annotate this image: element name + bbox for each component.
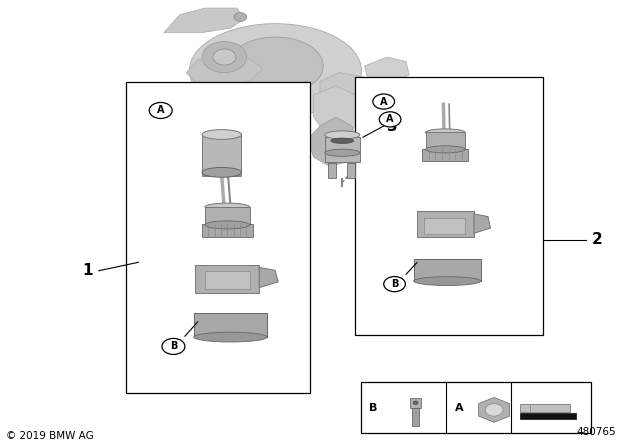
Ellipse shape (413, 401, 418, 405)
Circle shape (213, 49, 236, 65)
Bar (202, 224, 253, 237)
Polygon shape (256, 108, 294, 162)
Bar (362, 382, 591, 433)
Text: A: A (387, 114, 394, 125)
Ellipse shape (426, 146, 465, 153)
Ellipse shape (413, 276, 481, 285)
Circle shape (380, 112, 401, 127)
Bar (520, 414, 576, 419)
Ellipse shape (202, 168, 241, 177)
Bar (205, 271, 250, 289)
Polygon shape (186, 55, 262, 86)
Circle shape (202, 42, 246, 73)
Polygon shape (164, 8, 244, 33)
Text: B: B (369, 403, 377, 413)
Text: © 2019 BMW AG: © 2019 BMW AG (6, 431, 94, 441)
Polygon shape (259, 267, 278, 288)
Ellipse shape (228, 37, 323, 95)
Ellipse shape (194, 332, 267, 342)
Bar (417, 211, 474, 237)
Text: A: A (380, 97, 387, 107)
Text: 1: 1 (82, 263, 93, 278)
Bar (355, 77, 543, 335)
Bar (202, 134, 241, 172)
Text: B: B (391, 279, 398, 289)
Polygon shape (365, 57, 409, 82)
Polygon shape (474, 214, 490, 233)
Circle shape (485, 404, 503, 416)
Ellipse shape (324, 149, 360, 156)
Text: A: A (157, 105, 164, 116)
Bar (520, 404, 570, 412)
Polygon shape (307, 117, 358, 166)
Polygon shape (314, 86, 362, 135)
Text: 480765: 480765 (577, 427, 616, 437)
Bar (328, 163, 335, 178)
Bar (205, 207, 250, 225)
Circle shape (149, 103, 172, 118)
Ellipse shape (331, 138, 354, 143)
Text: B: B (170, 341, 177, 351)
Bar (348, 163, 355, 178)
Bar (413, 259, 481, 281)
Ellipse shape (189, 24, 362, 117)
Ellipse shape (324, 131, 360, 139)
Circle shape (384, 276, 405, 292)
Text: A: A (455, 403, 463, 413)
Bar (422, 149, 468, 160)
Ellipse shape (426, 129, 465, 136)
Bar (194, 313, 267, 337)
Bar (202, 172, 241, 176)
Ellipse shape (205, 221, 250, 229)
Bar (195, 264, 259, 293)
Text: 3: 3 (387, 119, 397, 134)
Ellipse shape (205, 203, 250, 211)
Bar (324, 137, 360, 162)
Polygon shape (355, 82, 422, 126)
Circle shape (234, 13, 246, 22)
Ellipse shape (202, 129, 241, 139)
Bar (412, 408, 419, 426)
Bar (125, 82, 310, 393)
Circle shape (373, 94, 394, 109)
Text: 2: 2 (592, 232, 603, 247)
Bar (424, 218, 465, 233)
Bar (410, 398, 421, 408)
Bar (426, 133, 465, 149)
Polygon shape (320, 73, 378, 108)
Circle shape (162, 338, 185, 354)
